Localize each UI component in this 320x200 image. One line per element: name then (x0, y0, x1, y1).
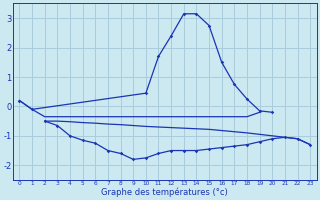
X-axis label: Graphe des températures (°c): Graphe des températures (°c) (101, 187, 228, 197)
